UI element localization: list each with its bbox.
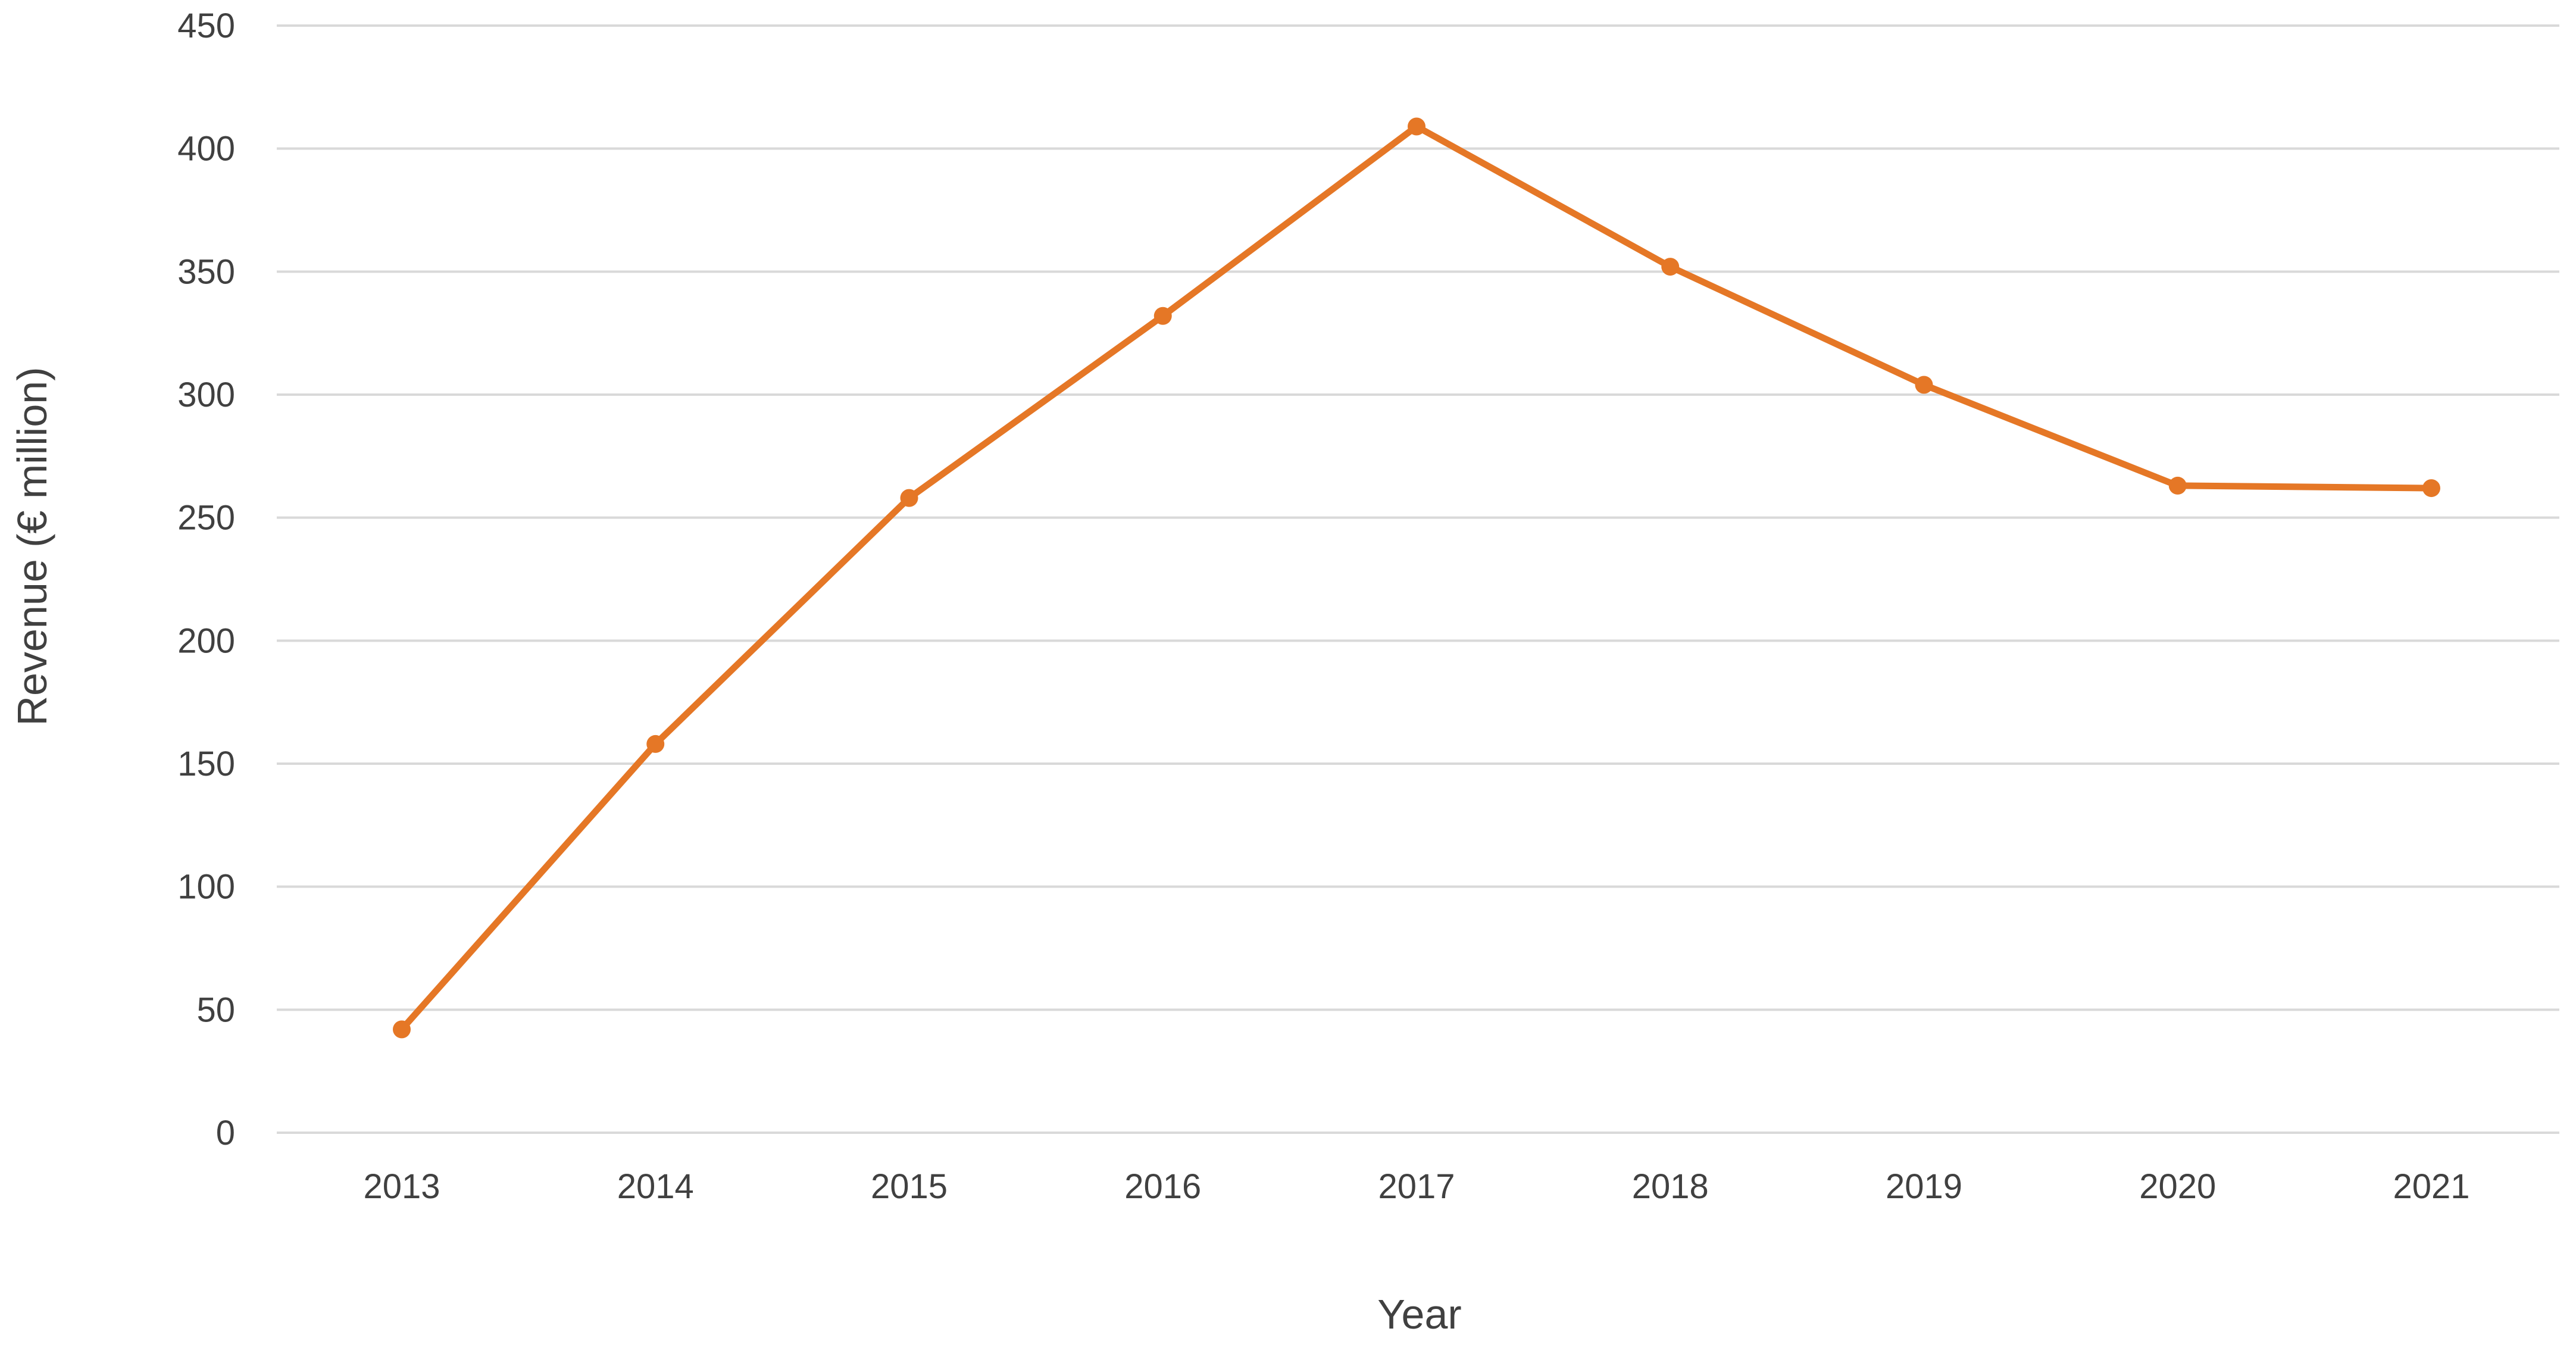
y-tick-label: 100 bbox=[177, 868, 235, 907]
data-point bbox=[1408, 117, 1425, 136]
y-tick-label: 50 bbox=[196, 990, 235, 1029]
y-tick-label: 300 bbox=[177, 376, 235, 414]
y-tick-label: 250 bbox=[177, 499, 235, 537]
gridlines bbox=[277, 24, 2559, 1134]
y-tick-label: 150 bbox=[177, 745, 235, 783]
y-tick-label: 0 bbox=[216, 1114, 235, 1152]
data-point bbox=[2422, 479, 2440, 498]
y-tick-label: 450 bbox=[177, 7, 235, 45]
data-point bbox=[900, 489, 918, 507]
series-group bbox=[393, 117, 2440, 1039]
x-tick-label: 2014 bbox=[617, 1167, 694, 1206]
y-axis-ticks: 0 50 100 150 200 250 300 350 400 450 bbox=[177, 7, 235, 1152]
y-tick-label: 200 bbox=[177, 621, 235, 660]
data-point bbox=[1153, 307, 1172, 325]
x-tick-label: 2018 bbox=[1632, 1167, 1709, 1206]
y-tick-label: 350 bbox=[177, 252, 235, 291]
data-point bbox=[2168, 476, 2187, 495]
x-tick-label: 2019 bbox=[1886, 1167, 1962, 1206]
series-line bbox=[398, 123, 2435, 1033]
x-tick-label: 2016 bbox=[1124, 1167, 1201, 1206]
x-axis-ticks: 2013 2014 2015 2016 2017 2018 2019 2020 2021 bbox=[363, 1167, 2469, 1206]
x-tick-label: 2020 bbox=[2139, 1167, 2216, 1206]
x-tick-label: 2013 bbox=[363, 1167, 440, 1206]
y-axis-label: Revenue (€ million) bbox=[9, 367, 55, 726]
y-tick-label: 400 bbox=[177, 130, 235, 168]
x-tick-label: 2017 bbox=[1378, 1167, 1455, 1206]
data-point bbox=[646, 735, 665, 753]
data-point bbox=[393, 1020, 411, 1039]
x-axis-label: Year bbox=[1377, 1291, 1461, 1337]
x-tick-label: 2021 bbox=[2393, 1167, 2469, 1206]
x-tick-label: 2015 bbox=[871, 1167, 948, 1206]
data-point bbox=[1661, 258, 1680, 276]
data-point bbox=[1915, 376, 1933, 394]
